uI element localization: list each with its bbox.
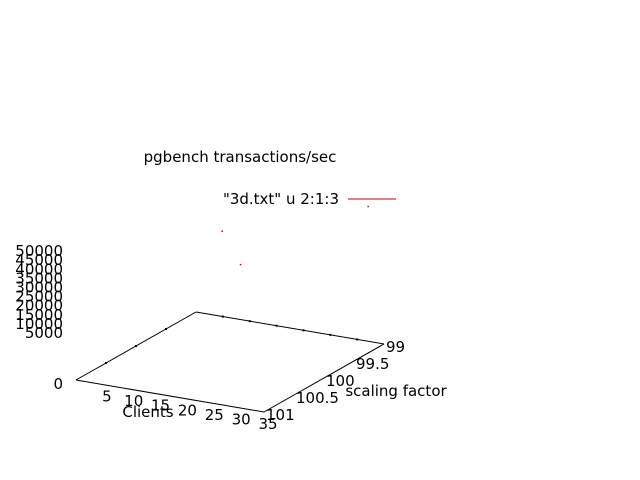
back-edge-tick (329, 333, 332, 336)
chart-title: pgbench transactions/sec (144, 148, 337, 166)
y-tick-label: 99.5 (356, 355, 389, 373)
x-tick-label: 5 (102, 388, 112, 406)
data-point (367, 205, 369, 208)
data-point (239, 263, 242, 266)
axes (75, 311, 385, 413)
back-edge-tick (221, 315, 224, 318)
back-edge-tick (302, 329, 305, 332)
legend-label: "3d.txt" u 2:1:3 (223, 190, 339, 208)
base-edge-back (195, 311, 385, 345)
x-tick-label: 35 (258, 415, 277, 433)
z-tick-label: 35000 (15, 269, 63, 287)
z-tick-label: 50000 (15, 242, 63, 260)
z-tick-label: 15000 (15, 306, 63, 324)
x-axis-label: Clients (122, 403, 173, 421)
back-edge-tick (275, 324, 278, 327)
back-edge-tick (356, 338, 359, 341)
z-tick-label: 30000 (15, 279, 63, 297)
z-tick-label: 45000 (15, 251, 63, 269)
z-tick-label: 10000 (15, 315, 63, 333)
x-tick-label: 30 (232, 410, 251, 428)
x-tick-label: 15 (151, 397, 170, 415)
y-tick-label: 101 (266, 406, 295, 424)
z-tick-label: 5000 (25, 324, 63, 342)
y-tick-label: 99 (386, 338, 405, 356)
z-tick-label: 0 (53, 375, 63, 393)
legend: "3d.txt" u 2:1:3 (223, 190, 396, 208)
x-tick-label: 10 (124, 392, 143, 410)
x-tick-label: 20 (178, 401, 197, 419)
left-edge-tick (165, 328, 167, 330)
z-tick-label: 40000 (15, 260, 63, 278)
z-tick-label: 20000 (15, 297, 63, 315)
x-tick-label: 25 (205, 406, 224, 424)
left-edge-tick (135, 345, 137, 347)
back-edge-tick (248, 320, 251, 323)
left-edge-tick (105, 362, 107, 364)
data-point (221, 230, 223, 233)
z-tick-label: 25000 (15, 288, 63, 306)
data-points (221, 205, 369, 266)
x-axis-line (75, 379, 265, 413)
y-tick-label: 100.5 (296, 389, 339, 407)
y-axis-line (263, 343, 385, 413)
y-axis-label: scaling factor (345, 382, 447, 400)
y-tick-label: 100 (326, 372, 355, 390)
